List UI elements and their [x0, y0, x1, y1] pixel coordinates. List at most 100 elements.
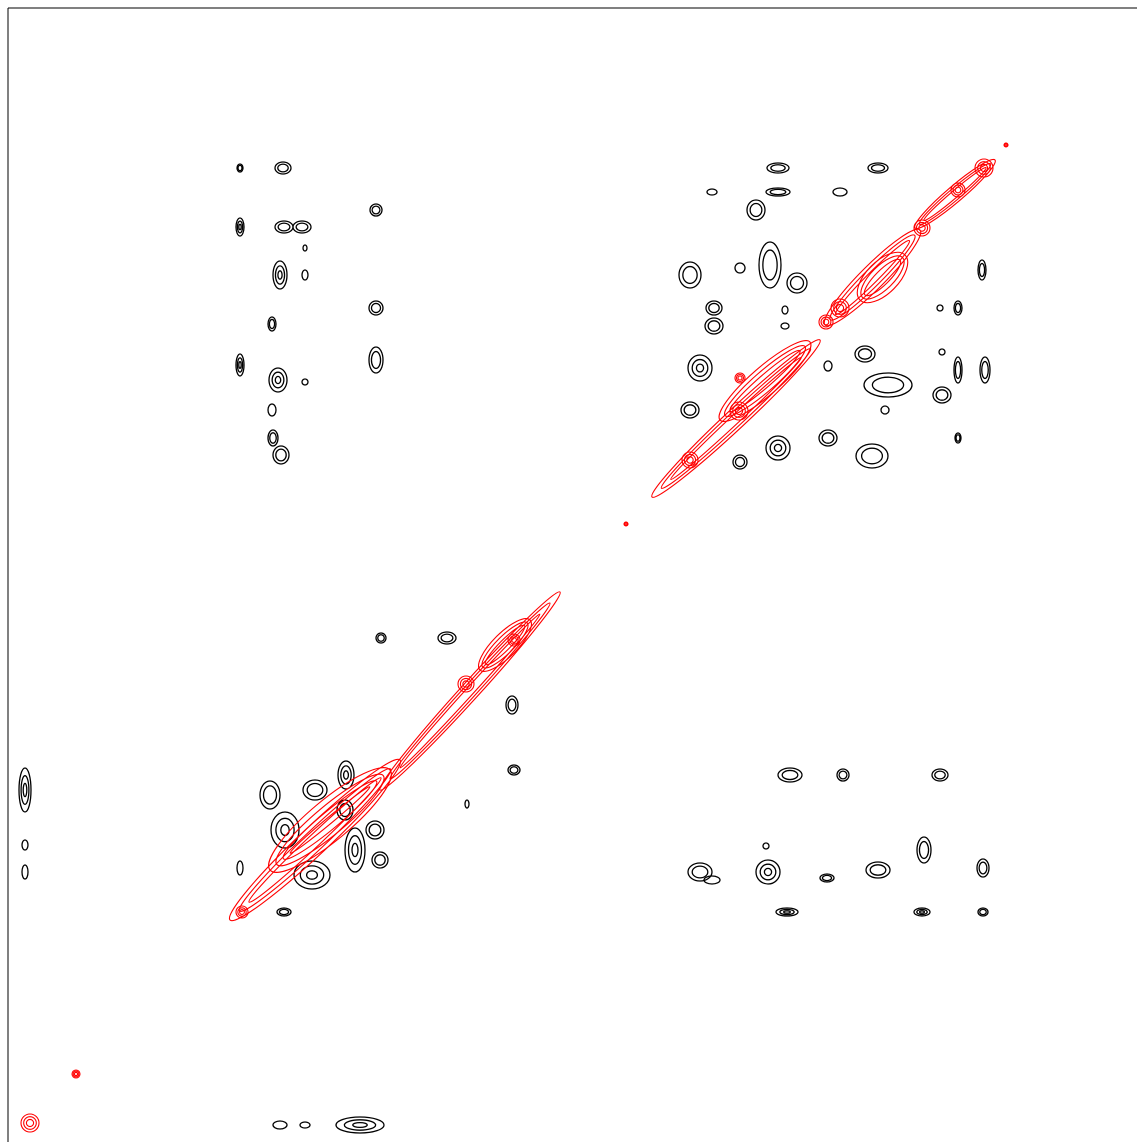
cross-peak-contour [682, 265, 698, 285]
cross-peak-contour [781, 769, 799, 781]
cross-peak-contour [703, 875, 721, 885]
cross-peak-contour [267, 403, 277, 417]
cross-peak-contour [277, 163, 289, 173]
cross-peak-contour [854, 345, 876, 363]
diagonal-contour [860, 255, 905, 300]
cross-peak-contour [706, 188, 718, 196]
diagonal-contour [289, 786, 371, 854]
cross-peak-contour [343, 1119, 377, 1131]
diagonal-peak-contour [915, 221, 929, 235]
diagonal-peak-contour [23, 1116, 37, 1130]
cross-peak-contour [695, 363, 705, 373]
diagonal-peak-contour [979, 163, 989, 173]
cross-peak-contour [749, 202, 763, 218]
diagonal-peak-contour [734, 406, 744, 416]
cross-peak-contour [295, 222, 309, 232]
cross-peak-contour [855, 443, 889, 469]
cross-peak-contour [863, 372, 913, 398]
cross-peak-contour [20, 775, 30, 805]
cross-peak-contour [301, 269, 309, 281]
cross-peak-contour [857, 348, 873, 360]
diagonal-contour [399, 613, 541, 769]
cross-peak-contour [277, 270, 283, 280]
cross-peak-contour [954, 302, 962, 314]
diagonal-contour [282, 780, 378, 860]
diagonal-peak-contour [974, 158, 994, 178]
cross-peak-contour [236, 860, 244, 876]
cross-peak-contour [780, 322, 790, 330]
diagonal-peak-contour [237, 907, 247, 917]
cross-peak-contour [918, 910, 926, 914]
cross-peak-contour [867, 162, 889, 174]
cross-peak-contour [305, 870, 319, 880]
cross-peak-contour [880, 405, 890, 415]
diagonal-peak-contour [624, 522, 628, 526]
cross-peak-contour [347, 835, 363, 865]
diagonal-contour [863, 258, 902, 297]
cross-peak-contour [351, 842, 359, 858]
cross-peak-contour [979, 356, 991, 384]
cross-peak-contour [236, 220, 244, 234]
cross-peak-contour [235, 217, 245, 237]
cross-peak-contour [271, 371, 285, 389]
cross-peak-contour [766, 162, 790, 174]
cross-peak-contour [916, 836, 932, 864]
diagonal-contour [834, 239, 911, 316]
cross-peak-contour [509, 766, 519, 774]
cross-peak-contour [979, 908, 987, 916]
diagonal-peak-contour [25, 1118, 35, 1128]
cross-peak-contour [236, 357, 244, 373]
cross-peak-contour [954, 360, 962, 380]
cross-peak-contour [238, 361, 242, 369]
cross-peak-contour [370, 302, 382, 314]
diagonal-peak-contour [830, 298, 850, 318]
diagonal-peak-contour [1003, 142, 1009, 148]
diagonal-contour [718, 340, 812, 422]
diagonal-contour [481, 621, 529, 669]
diagonal-peak-contour [833, 301, 847, 315]
cross-peak-contour [838, 770, 848, 780]
cross-peak-contour [953, 356, 963, 384]
diagonal-contour [856, 251, 909, 304]
cross-peak-contour [773, 443, 783, 453]
cross-peak-contour [763, 867, 773, 877]
cross-peak-contour [938, 348, 946, 356]
cross-peak-contour [371, 205, 381, 215]
cross-peak-contour [274, 161, 292, 175]
cross-peak-contour [762, 249, 778, 281]
cross-peak-contour [932, 386, 952, 404]
cross-peak-contour [277, 222, 291, 232]
cross-peak-contour [734, 456, 746, 468]
cross-peak-contour [769, 188, 787, 196]
diagonal-peak-contour [507, 633, 521, 647]
diagonal-contour [238, 768, 392, 912]
cross-peak-contour [953, 300, 963, 316]
diagonal-peak-contour [1004, 143, 1008, 147]
cross-peak-contour [746, 199, 766, 221]
cross-peak-contour [977, 259, 987, 281]
cross-peak-contour [293, 860, 331, 890]
cross-peak-contour [981, 360, 989, 380]
diagonal-contour [268, 767, 392, 873]
cross-peak-contour [272, 1120, 288, 1130]
cross-peak-contour [683, 404, 697, 416]
cross-peak-contour [344, 827, 366, 873]
diagonal-peak-contour [735, 373, 745, 383]
cross-peak-contour [936, 304, 944, 312]
cross-peak-contour [704, 317, 724, 335]
diagonal-peak-contour [822, 318, 830, 326]
diagonal-peak-contour [918, 224, 926, 232]
cross-peak-contour [272, 445, 290, 465]
diagonal-peak-contour [239, 909, 245, 915]
cross-peak-contour [818, 429, 838, 447]
cross-peak-contour [301, 378, 309, 386]
cross-peak-contour [978, 262, 986, 278]
cross-peak-contour [371, 851, 389, 869]
cross-peak-contour [22, 782, 28, 798]
cross-peak-contour [789, 275, 805, 291]
cross-peak-contour [370, 350, 382, 370]
cross-peak-contour [860, 447, 884, 465]
diagonal-peak-contour [950, 182, 966, 198]
